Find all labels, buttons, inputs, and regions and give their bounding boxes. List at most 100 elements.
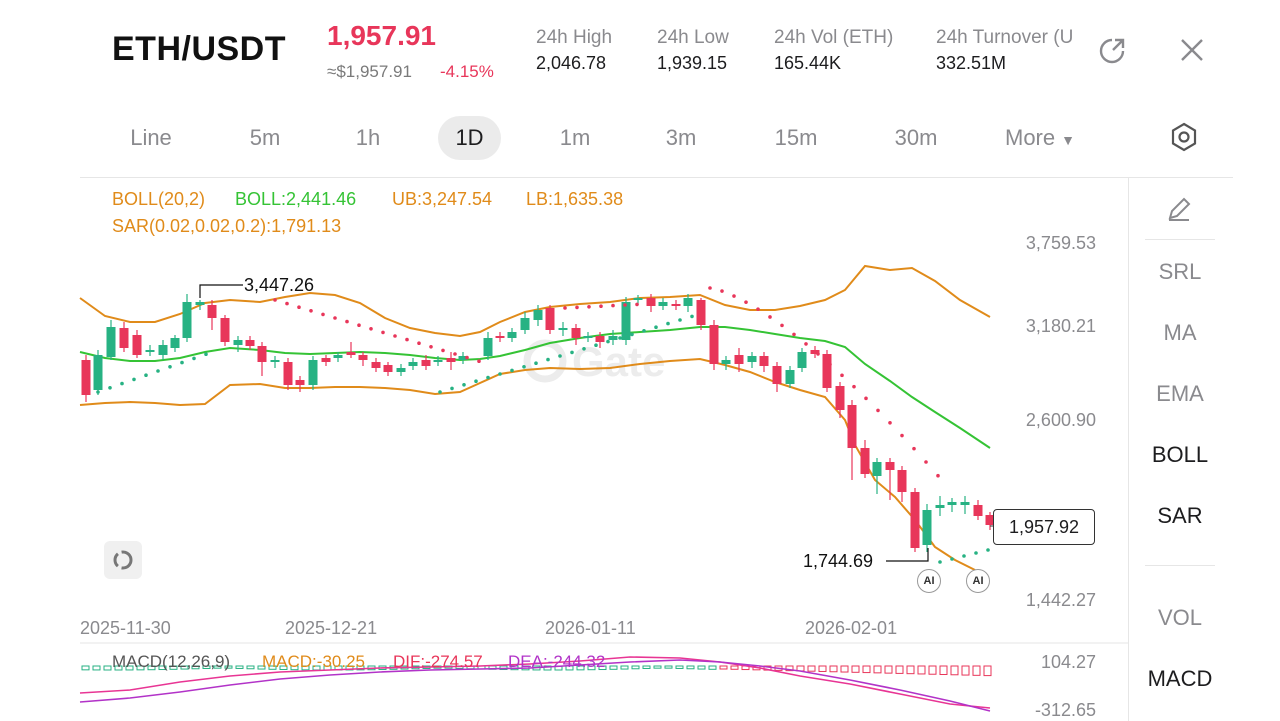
indicator-sar[interactable]: SAR	[1157, 503, 1203, 528]
sar-dot	[321, 312, 325, 317]
indicator-vol[interactable]: VOL	[1157, 605, 1203, 630]
indicator-srl[interactable]: SRL	[1158, 259, 1202, 284]
tab-1d[interactable]: 1D	[438, 116, 501, 160]
candle-body	[245, 340, 255, 346]
boll-upper-band	[79, 264, 991, 338]
macd-dif: DIF:-274.57	[393, 652, 483, 671]
candle-body	[633, 298, 643, 300]
sar-dot	[666, 321, 670, 326]
tab-5m[interactable]: 5m	[249, 125, 281, 150]
sar-dot	[816, 352, 820, 356]
sar-dot	[630, 332, 634, 337]
candle-body	[583, 336, 593, 338]
candle-body	[935, 505, 945, 508]
indicator-ema[interactable]: EMA	[1156, 381, 1204, 406]
macd-hist-bar	[686, 665, 695, 670]
candle-body	[145, 350, 155, 352]
macd-hist-bar	[873, 665, 882, 674]
candle-body	[295, 380, 305, 385]
macd-hist-bar	[664, 665, 673, 669]
x-label-2: 2025-12-21	[285, 618, 378, 638]
macd-hist-bar	[125, 665, 134, 671]
sar-dot	[309, 309, 313, 313]
share-icon[interactable]	[1097, 36, 1127, 66]
sar-dot	[756, 307, 760, 311]
macd-hist-bar	[224, 665, 233, 669]
indicator-macd[interactable]: MACD	[1147, 666, 1213, 691]
macd-y-top: 104.27	[980, 652, 1096, 674]
candle-body	[458, 356, 468, 360]
indicator-boll[interactable]: BOLL	[1151, 442, 1209, 467]
candle-body	[847, 405, 857, 448]
candle-body	[973, 505, 983, 516]
candle-body	[797, 352, 807, 368]
tab-1h[interactable]: 1h	[355, 125, 381, 150]
sar-dot	[273, 298, 277, 302]
sar-dot	[534, 361, 538, 366]
macd-hist-bar	[730, 665, 739, 670]
sar-dot	[936, 473, 940, 478]
candle-body	[872, 462, 882, 476]
candle-body	[270, 360, 280, 362]
macd-hist-bar	[257, 665, 266, 670]
tab-3m[interactable]: 3m	[665, 125, 697, 150]
candle-body	[595, 336, 605, 342]
ai-marker-2[interactable]: AI	[966, 569, 990, 593]
candle-body	[785, 370, 795, 384]
sar-dot	[498, 372, 502, 376]
sar-dot	[950, 557, 954, 561]
macd-hist-bar	[708, 665, 717, 670]
candle-body	[308, 360, 318, 385]
candle-body	[696, 300, 706, 325]
macd-dea-line	[79, 659, 991, 712]
close-icon[interactable]	[1176, 34, 1208, 66]
last-price-tag: 1,957.92	[993, 509, 1095, 545]
rotate-icon	[113, 550, 133, 570]
candle-body	[81, 360, 91, 395]
candle-body	[383, 365, 393, 372]
candle-body	[860, 448, 870, 474]
y-label-2: 3,180.21	[1025, 316, 1096, 336]
candle-body	[170, 338, 180, 348]
macd-hist-bar	[268, 665, 277, 670]
macd-hist-bar	[246, 665, 255, 670]
sar-dot	[393, 334, 397, 338]
tab-15m[interactable]: 15m	[774, 125, 818, 150]
indicator-ma[interactable]: MA	[1163, 320, 1197, 345]
draw-tool-icon[interactable]	[1165, 195, 1193, 223]
macd-hist-bar	[642, 665, 651, 669]
stat-vol-label: 24h Vol (ETH)	[774, 27, 894, 48]
sar-dot	[924, 460, 928, 464]
low-annotation: 1,744.69	[803, 551, 874, 571]
candle-body	[533, 310, 543, 320]
candle-body	[520, 318, 530, 330]
sar-dot	[510, 368, 514, 373]
sar-dot	[522, 365, 526, 369]
candle-body	[985, 515, 995, 525]
candle-body	[897, 470, 907, 492]
tab-line[interactable]: Line	[130, 125, 172, 150]
fullscreen-button[interactable]	[104, 541, 142, 579]
y-label-1: 3,759.53	[1025, 233, 1096, 253]
macd-hist-bar	[719, 665, 728, 670]
candle-body	[408, 362, 418, 366]
sar-dot	[441, 348, 445, 353]
kline-chart[interactable]: Gate	[0, 0, 1128, 720]
macd-hist-bar	[862, 665, 871, 674]
macd-hist-bar	[697, 665, 706, 670]
settings-icon[interactable]	[1168, 121, 1200, 153]
stat-vol-value: 165.44K	[774, 53, 842, 73]
legend-boll-value: BOLL:2,441.46	[235, 189, 357, 209]
sar-dot	[345, 319, 349, 324]
macd-hist-bar	[576, 665, 585, 671]
tab-1m[interactable]: 1m	[559, 125, 591, 150]
tab-more[interactable]: More ▼	[1005, 116, 1099, 160]
sar-dot	[623, 303, 627, 307]
sar-dot	[156, 369, 160, 373]
macd-hist-bar	[114, 665, 123, 671]
tab-30m[interactable]: 30m	[894, 125, 938, 150]
candle-body	[346, 352, 356, 355]
ai-marker-1[interactable]: AI	[917, 569, 941, 593]
macd-hist-bar	[235, 665, 244, 669]
y-axis-label-1: 3,759.53	[980, 233, 1096, 255]
